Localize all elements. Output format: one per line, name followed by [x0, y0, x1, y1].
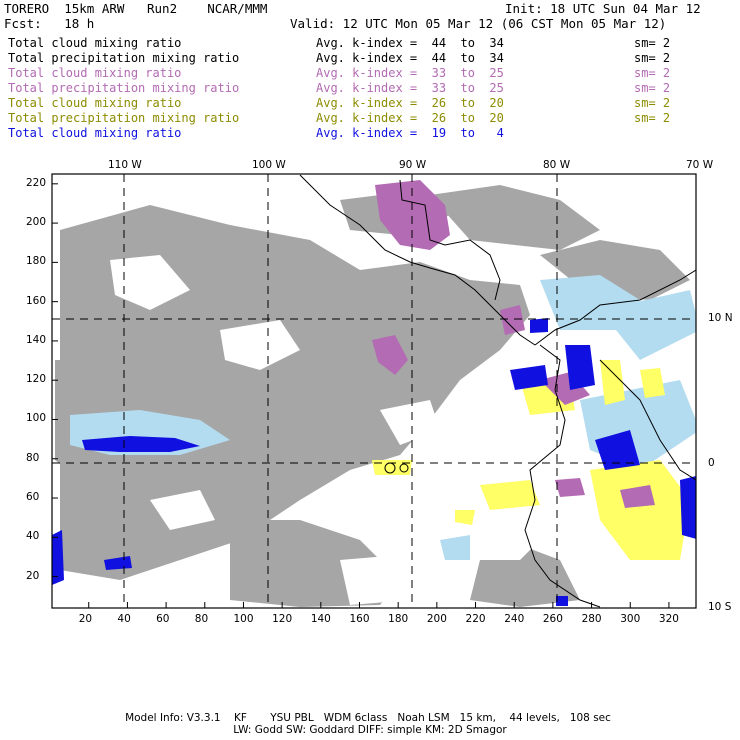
- y-tick-label: 80: [26, 451, 40, 464]
- blue-cloud-fields: [52, 318, 696, 606]
- init-time: Init: 18 UTC Sun 04 Mar 12: [505, 1, 701, 16]
- x-tick-label: 160: [349, 613, 370, 625]
- gray-cloud-fields: [55, 185, 690, 607]
- legend-index: Avg. k-index = 44 to 34: [316, 36, 504, 50]
- x-tick-label: 20: [78, 613, 93, 625]
- lat-lon-grid: [52, 174, 696, 608]
- axis-ticks: [52, 183, 670, 608]
- light-blue-cloud-fields: [70, 275, 696, 560]
- lon-label-90w: 90 W: [399, 159, 427, 171]
- legend-index: Avg. k-index = 44 to 34: [316, 51, 504, 65]
- legend-sm: sm= 2: [634, 66, 671, 80]
- legend-sm: sm= 2: [634, 51, 671, 65]
- legend-field: Total cloud mixing ratio: [8, 36, 182, 50]
- x-tick-label: 260: [542, 613, 563, 625]
- legend-field: Total precipitation mixing ratio: [8, 51, 240, 65]
- x-tick-label: 60: [156, 613, 170, 625]
- legend-field: Total precipitation mixing ratio: [8, 111, 240, 125]
- y-tick-label: 200: [26, 216, 47, 229]
- x-tick-label: 300: [620, 613, 641, 625]
- y-tick-label: 220: [26, 176, 47, 189]
- legend-index: Avg. k-index = 33 to 25: [316, 81, 504, 95]
- forecast-hour: Fcst: 18 h: [4, 16, 95, 31]
- x-tick-label: 140: [310, 613, 331, 625]
- x-tick-label: 240: [504, 613, 525, 625]
- x-tick-label: 120: [272, 613, 293, 625]
- lon-label-80w: 80 W: [543, 159, 571, 171]
- y-tick-label: 60: [26, 491, 40, 504]
- lat-label-10n: 10 N: [708, 312, 733, 324]
- legend-field: Total cloud mixing ratio: [8, 126, 182, 140]
- map-frame: [51, 173, 697, 609]
- legend-field: Total cloud mixing ratio: [8, 66, 182, 80]
- legend-sm: sm= 2: [634, 81, 671, 95]
- model-title: TORERO 15km ARW Run2 NCAR/MMM: [4, 1, 268, 16]
- legend-index: Avg. k-index = 19 to 4: [316, 126, 504, 140]
- coastlines: [299, 174, 696, 608]
- y-tick-label: 140: [26, 333, 47, 346]
- lon-label-70w: 70 W: [686, 159, 714, 171]
- model-info-line2: LW: Godd SW: Goddard DIFF: simple KM: 2D…: [233, 724, 507, 736]
- y-tick-label: 180: [26, 255, 47, 268]
- purple-cloud-fields: [372, 180, 655, 508]
- lon-label-100w: 100 W: [252, 159, 286, 171]
- y-tick-label: 120: [26, 373, 47, 386]
- x-tick-label: 40: [117, 613, 131, 625]
- y-tick-label: 20: [26, 569, 40, 582]
- x-tick-label: 180: [388, 613, 409, 625]
- lat-label-0: 0: [708, 457, 715, 469]
- x-tick-label: 200: [426, 613, 447, 625]
- x-tick-label: 280: [581, 613, 602, 625]
- legend-sm: sm= 2: [634, 96, 671, 110]
- legend-field: Total cloud mixing ratio: [8, 96, 182, 110]
- legend-sm: sm= 2: [634, 111, 671, 125]
- y-tick-label: 160: [26, 294, 47, 307]
- y-tick-label: 100: [26, 412, 47, 425]
- legend-sm: sm= 2: [634, 36, 671, 50]
- model-info-line1: Model Info: V3.3.1 KF YSU PBL WDM 6class…: [125, 712, 611, 724]
- legend-index: Avg. k-index = 26 to 20: [316, 111, 504, 125]
- legend-index: Avg. k-index = 33 to 25: [316, 66, 504, 80]
- x-tick-label: 80: [194, 613, 209, 625]
- y-tick-label: 40: [26, 530, 40, 543]
- legend-field: Total precipitation mixing ratio: [8, 81, 240, 95]
- x-tick-label: 320: [658, 613, 679, 625]
- valid-time: Valid: 12 UTC Mon 05 Mar 12 (06 CST Mon …: [290, 16, 667, 31]
- lon-label-110w: 110 W: [108, 159, 142, 171]
- x-tick-label: 220: [465, 613, 486, 625]
- legend-index: Avg. k-index = 26 to 20: [316, 96, 504, 110]
- x-tick-label: 100: [233, 613, 254, 625]
- lat-label-10s: 10 S: [708, 601, 732, 613]
